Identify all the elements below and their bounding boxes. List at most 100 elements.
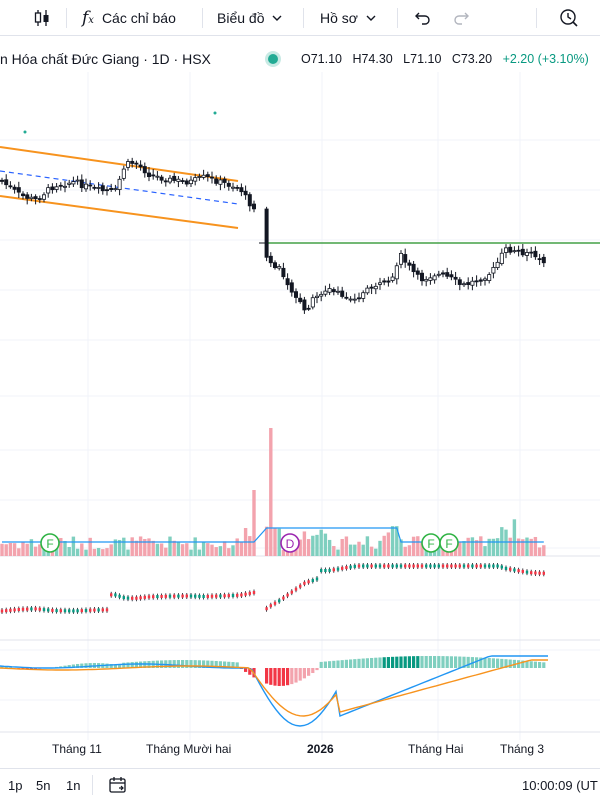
volume-bar — [189, 550, 192, 556]
candles-icon[interactable] — [32, 0, 52, 36]
oscillator-body — [299, 585, 301, 588]
symbol-title[interactable]: n Hóa chất Đức Giang · 1D · HSX — [0, 51, 211, 67]
volume-bar — [194, 537, 197, 556]
volume-bar — [101, 549, 104, 556]
candle-body — [290, 283, 293, 292]
date-range-icon[interactable] — [108, 769, 128, 801]
oscillator-body — [534, 571, 536, 574]
volume-bar — [185, 543, 188, 556]
candle-body — [391, 277, 394, 280]
volume-bar — [110, 544, 113, 556]
candle-body — [517, 250, 520, 251]
chart-type-button[interactable]: Biểu đồ — [217, 0, 282, 36]
candle-body — [110, 188, 113, 189]
volume-bar — [219, 546, 222, 556]
oscillator-body — [34, 607, 36, 610]
oscillator-body — [1, 610, 3, 613]
oscillator-body — [114, 593, 116, 596]
range-button[interactable]: 1p — [8, 769, 22, 801]
oscillator-body — [60, 609, 62, 612]
oscillator-body — [106, 608, 108, 611]
oscillator-body — [249, 592, 251, 595]
candle-body — [307, 308, 310, 309]
macd-bar — [294, 668, 297, 683]
volume-bar — [341, 539, 344, 556]
candle-body — [366, 288, 369, 293]
oscillator-body — [543, 572, 545, 575]
candle-body — [324, 291, 327, 294]
macd-bar — [395, 657, 398, 668]
oscillator-body — [509, 568, 511, 571]
candle-body — [509, 247, 512, 252]
oscillator-body — [404, 565, 406, 568]
volume-bar — [408, 545, 411, 556]
undo-button[interactable] — [412, 0, 432, 36]
profile-button[interactable]: Hồ sơ — [320, 0, 376, 36]
volume-bar — [383, 536, 386, 556]
oscillator-body — [144, 596, 146, 599]
oscillator-body — [282, 597, 284, 600]
oscillator-body — [190, 595, 192, 598]
time-label-year: 2026 — [307, 742, 334, 756]
oscillator-body — [47, 608, 49, 611]
macd-bar — [273, 668, 276, 686]
volume-bar — [366, 536, 369, 556]
candle-body — [513, 251, 516, 252]
candle-body — [47, 188, 50, 193]
volume-bar — [105, 548, 108, 556]
oscillator-body — [320, 569, 322, 572]
oscillator-body — [337, 568, 339, 571]
candle-body — [244, 191, 247, 195]
oscillator-body — [538, 572, 540, 575]
oscillator-body — [9, 609, 11, 612]
clock-readout[interactable]: 10:00:09 (UT — [522, 769, 598, 801]
candle-body — [17, 188, 20, 193]
macd-bar — [378, 657, 381, 668]
oscillator-body — [286, 594, 288, 597]
indicators-button[interactable]: fx Các chỉ báo — [82, 0, 176, 36]
open-value: O71.10 — [301, 52, 342, 66]
volume-bar — [9, 543, 12, 556]
oscillator-body — [131, 597, 133, 600]
volume-bar — [236, 538, 239, 556]
oscillator-body — [110, 593, 112, 596]
macd-bar — [530, 661, 533, 668]
ohlc-values: O71.10 H74.30 L71.10 C73.20 +2.20 (+3.10… — [301, 52, 589, 66]
oscillator-body — [72, 609, 74, 612]
candle-body — [126, 162, 129, 168]
volume-bar — [0, 544, 3, 556]
volume-bar — [525, 538, 528, 556]
oscillator-body — [211, 595, 213, 598]
alert-icon[interactable] — [558, 0, 580, 36]
volume-bar — [509, 538, 512, 556]
oscillator-body — [438, 565, 440, 568]
candle-body — [13, 187, 16, 189]
volume-bar — [492, 539, 495, 556]
oscillator-body — [488, 565, 490, 568]
volume-bar — [378, 541, 381, 556]
range-button[interactable]: 5n — [36, 769, 50, 801]
volume-bar — [223, 541, 226, 556]
macd-bar — [416, 656, 419, 668]
volume-bar — [412, 537, 415, 556]
oscillator-body — [345, 566, 347, 569]
candle-body — [433, 276, 436, 280]
macd-bar — [441, 656, 444, 668]
indicators-label: Các chỉ báo — [102, 10, 176, 26]
symbol-legend: n Hóa chất Đức Giang · 1D · HSX O71.10 H… — [0, 46, 600, 72]
oscillator-body — [517, 569, 519, 572]
time-label: Tháng Mười hai — [146, 742, 231, 756]
macd-bar — [345, 660, 348, 668]
candle-body — [462, 284, 465, 285]
candle-body — [97, 187, 100, 188]
oscillator-body — [391, 565, 393, 568]
range-button[interactable]: 1n — [66, 769, 80, 801]
macd-bar — [374, 658, 377, 668]
oscillator-body — [173, 595, 175, 598]
candle-body — [328, 288, 331, 292]
redo-button[interactable] — [452, 0, 472, 36]
oscillator-body — [68, 609, 70, 612]
macd-bar — [475, 657, 478, 668]
oscillator-body — [253, 591, 255, 594]
